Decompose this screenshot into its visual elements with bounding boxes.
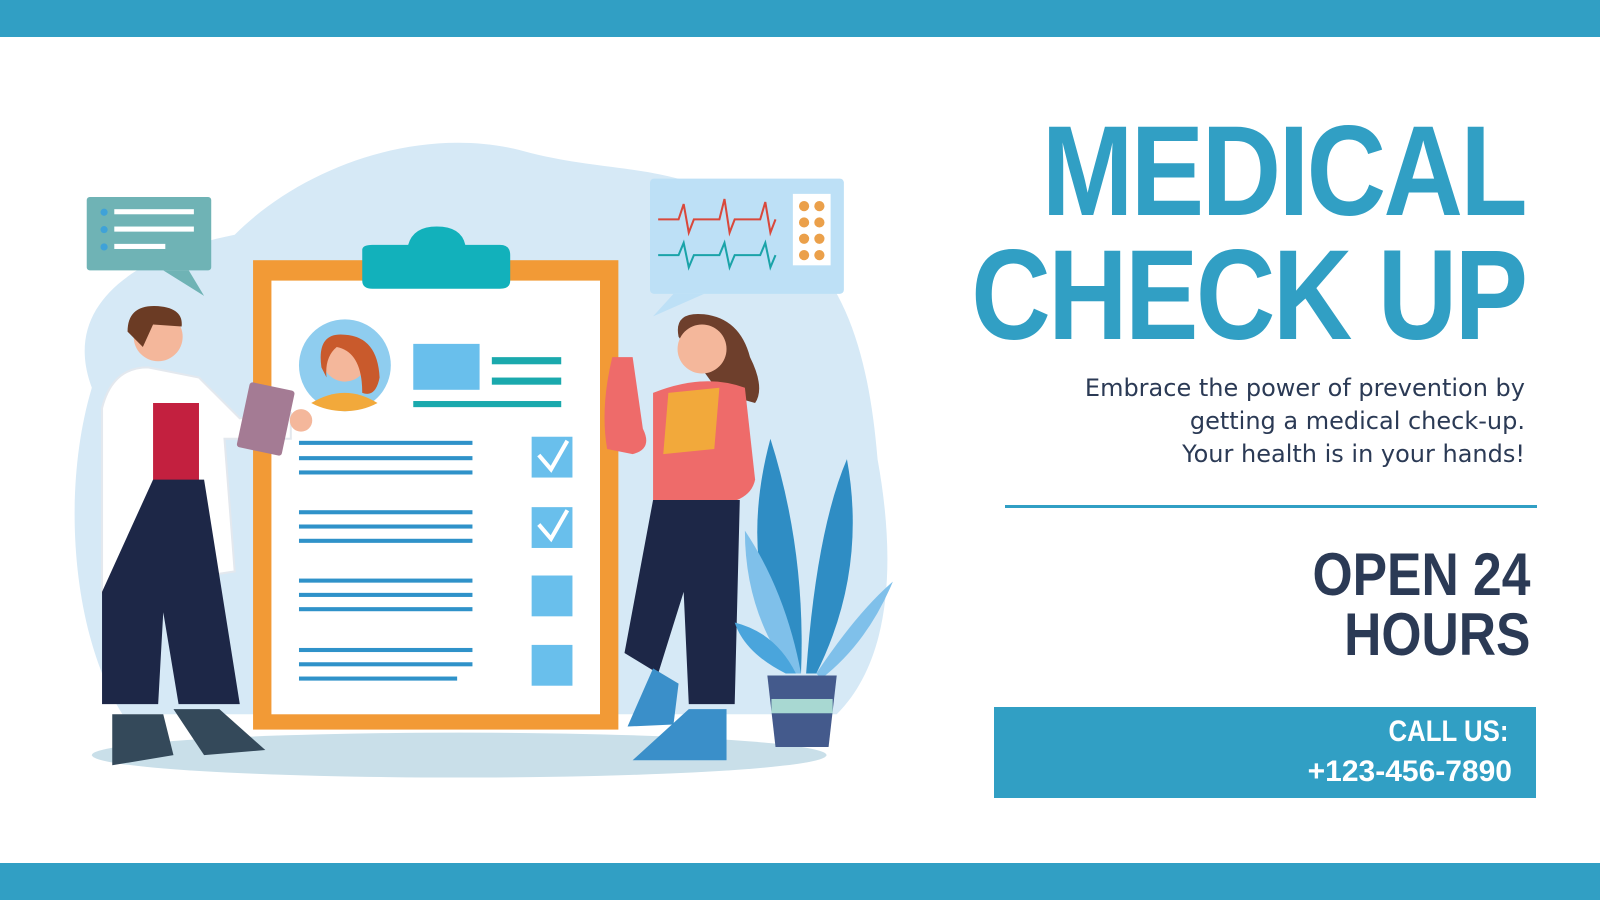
checkmark-icon — [537, 439, 570, 473]
tagline-line-3: Your health is in your hands! — [1182, 440, 1525, 468]
speech-bubble-left-icon — [86, 196, 212, 296]
patient-figure-icon — [604, 313, 760, 761]
hours-line-1: OPEN 24 — [1312, 541, 1530, 608]
clipboard-icon — [253, 226, 619, 730]
tagline: Embrace the power of prevention by getti… — [1085, 372, 1525, 471]
checkmark-icon — [537, 509, 570, 543]
headline-line-2: CHECK UP — [970, 224, 1528, 367]
plant-icon — [734, 438, 893, 747]
headline-line-1: MEDICAL — [1041, 100, 1528, 243]
hours-line-2: HOURS — [1343, 601, 1530, 668]
floor-shadow — [91, 732, 827, 778]
divider — [1005, 505, 1537, 508]
call-us-box: CALL US: +123-456-7890 — [994, 707, 1536, 798]
hours-heading: OPEN 24 HOURS — [1312, 545, 1530, 665]
tagline-line-1: Embrace the power of prevention by — [1084, 374, 1525, 402]
call-us-label: CALL US: — [1388, 715, 1508, 748]
bottom-banner-bar — [0, 863, 1600, 900]
heart-monitor-bubble-icon — [650, 178, 844, 317]
phone-number[interactable]: +123-456-7890 — [1307, 755, 1512, 788]
top-banner-bar — [0, 0, 1600, 37]
doctor-figure-icon — [101, 305, 313, 766]
tagline-line-2: getting a medical check-up. — [1189, 407, 1525, 435]
